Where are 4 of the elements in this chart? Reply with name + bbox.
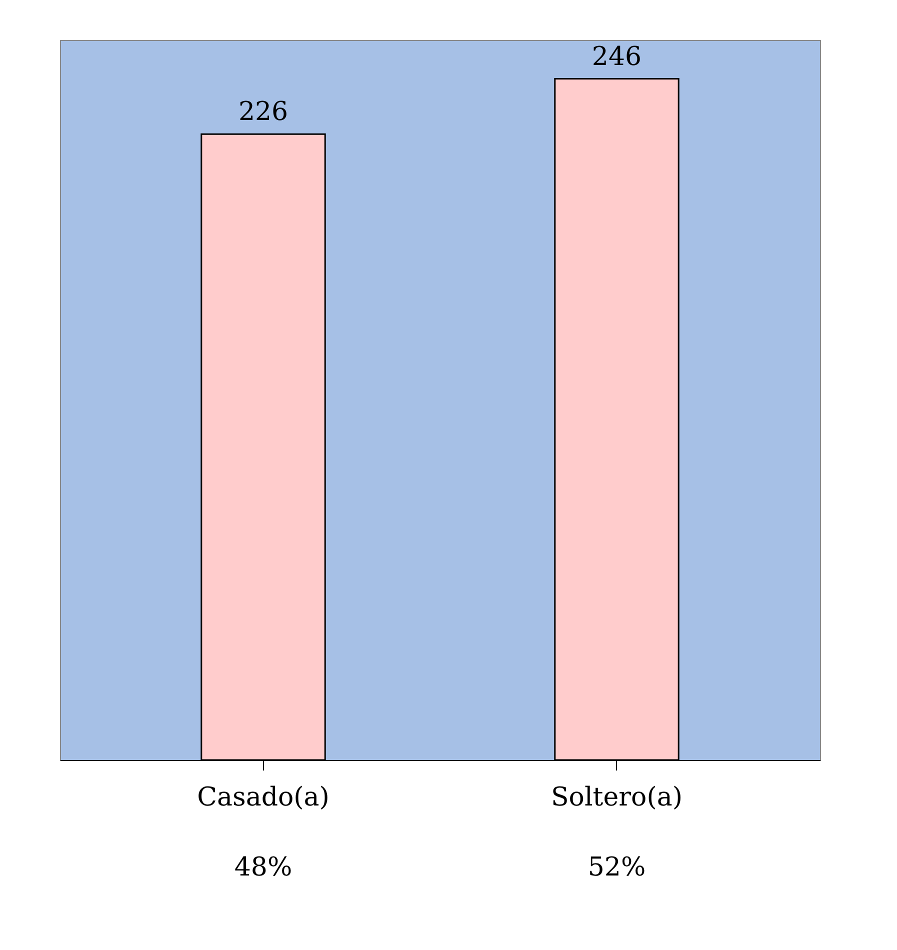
category-label: Casado(a) 48% xyxy=(197,782,330,882)
category-label: Soltero(a) 52% xyxy=(550,782,682,882)
data-label: 246 xyxy=(592,42,642,72)
data-label: 226 xyxy=(238,97,288,128)
